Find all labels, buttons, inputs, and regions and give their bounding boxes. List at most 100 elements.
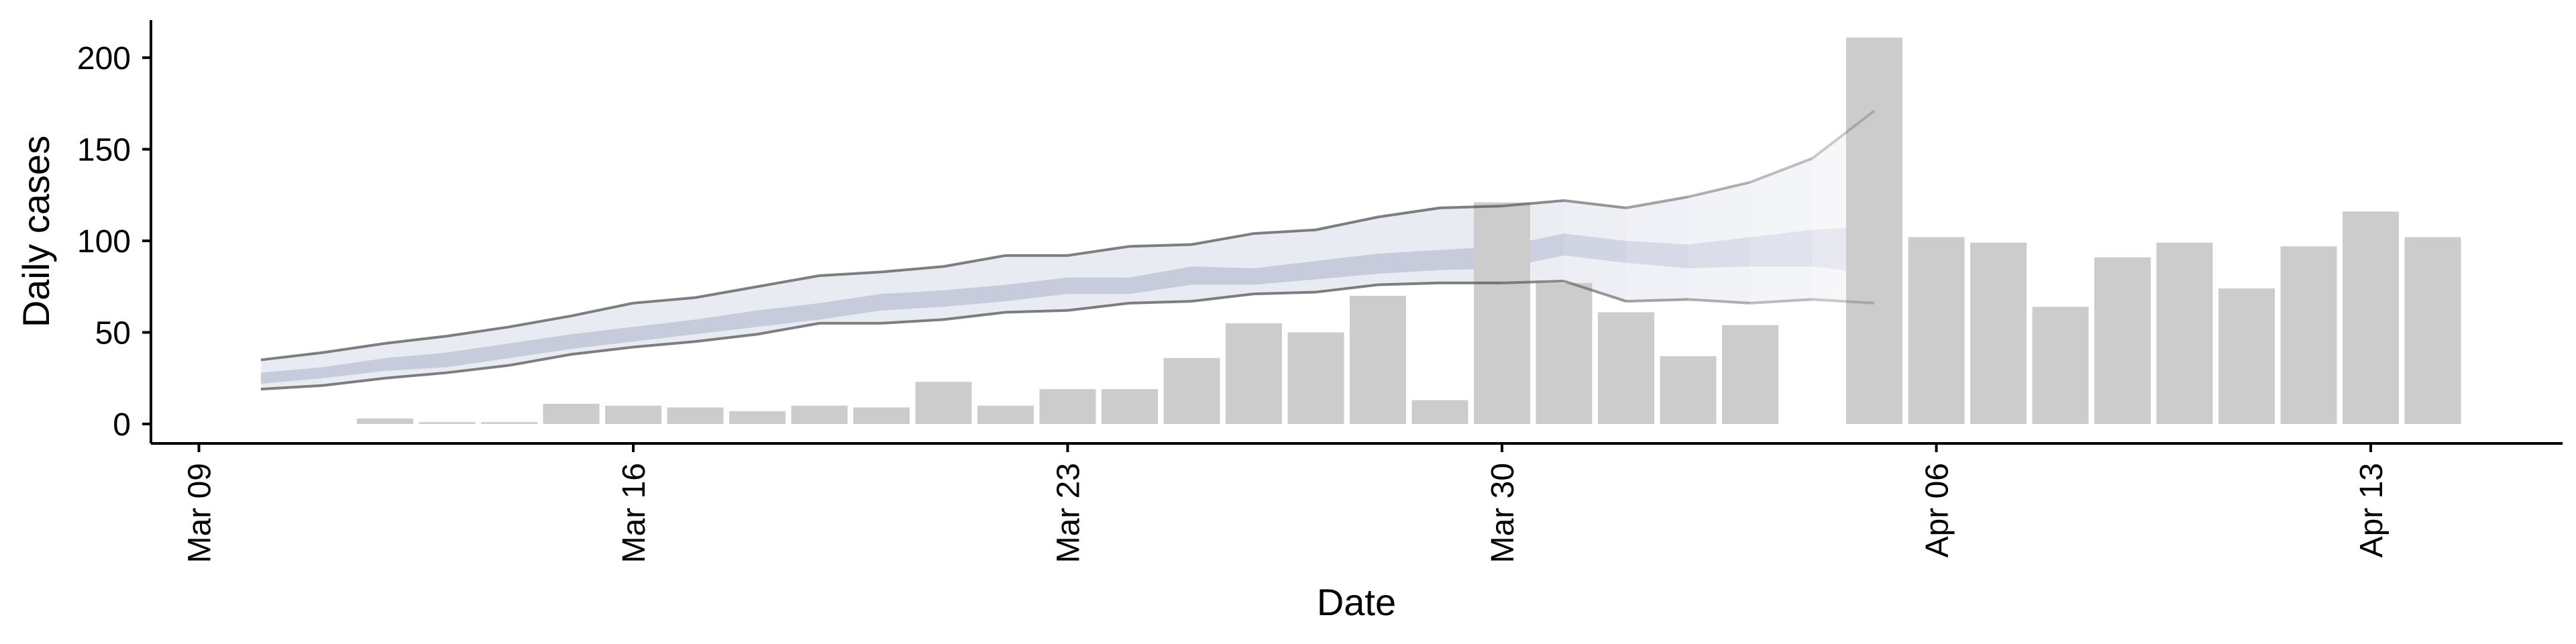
upper-bound-line: [757, 274, 820, 288]
y-tick-label: 200: [77, 41, 131, 76]
inner-band-segment: [1006, 277, 1068, 302]
y-ticks: 0 50 100 150 200: [77, 41, 151, 443]
upper-bound-line: [1129, 243, 1192, 248]
inner-band-segment: [1378, 250, 1440, 274]
lower-bound-line: [447, 364, 510, 374]
lower-bound-line: [508, 353, 572, 367]
outer-band-segment: [261, 352, 323, 390]
bar: [1598, 312, 1654, 424]
y-tick-label: 50: [95, 316, 131, 352]
lower-bound-line: [1750, 298, 1813, 305]
outer-band-segment: [571, 303, 633, 355]
upper-bound-line: [1440, 205, 1503, 209]
upper-bound-line: [633, 296, 696, 305]
inner-band-segment: [323, 358, 385, 378]
outer-band-segment: [757, 275, 820, 335]
outer-band-segment: [1626, 197, 1688, 302]
bar: [1163, 358, 1220, 424]
inner-band-segment: [943, 284, 1006, 307]
bar: [853, 407, 910, 424]
x-tick-label: Apr 06: [1920, 463, 1955, 557]
lower-bound-line: [1191, 292, 1254, 303]
inner-band-segment: [447, 343, 509, 368]
lower-bound-line: [1625, 298, 1688, 303]
band-lines: [260, 109, 1876, 391]
bar: [1287, 332, 1344, 424]
outer-band-segment: [943, 255, 1006, 320]
bars: [357, 38, 2461, 424]
upper-bound-line: [508, 314, 572, 329]
inner-band-segment: [1130, 266, 1192, 294]
upper-bound-line: [1625, 195, 1688, 209]
lower-bound-line: [323, 376, 386, 387]
upper-bound-line: [1564, 199, 1627, 209]
x-tick-label: Mar 23: [1051, 463, 1087, 563]
upper-bound-line: [384, 334, 447, 345]
inner-band-segment: [757, 303, 820, 327]
lower-bound-line: [260, 384, 323, 391]
upper-bound-line: [447, 325, 510, 337]
inner-band-segment: [509, 334, 572, 358]
lower-bound-line: [1563, 280, 1627, 303]
upper-bound-line: [819, 270, 882, 277]
x-tick-label: Apr 13: [2354, 463, 2390, 557]
outer-band-segment: [1378, 207, 1440, 285]
lower-bound-line: [1501, 280, 1564, 284]
outer-band-segment: [509, 315, 572, 366]
bar: [1970, 242, 2027, 424]
bar: [2156, 242, 2213, 424]
outer-band-segment: [1006, 255, 1068, 313]
inner-band-segment: [261, 367, 323, 384]
bar: [729, 411, 786, 424]
outer-band-segment: [1191, 233, 1254, 302]
upper-bound-line: [1688, 180, 1751, 199]
bar: [2094, 257, 2151, 424]
outer-band-segment: [881, 266, 944, 323]
bar: [1660, 356, 1717, 424]
bar: [1908, 237, 1965, 424]
outer-band-segment: [1750, 158, 1813, 303]
bar: [419, 422, 476, 424]
x-ticks: Mar 09 Mar 16 Mar 23 Mar 30 Apr 06 Apr 13: [182, 443, 2390, 563]
bar: [977, 405, 1034, 424]
inner-band-segment: [695, 310, 757, 335]
lower-bound-line: [1812, 298, 1875, 305]
inner-band-segment: [1564, 233, 1626, 263]
upper-bound-line: [1811, 109, 1876, 160]
bar: [2280, 246, 2337, 424]
lower-bound-line: [1316, 283, 1379, 294]
inner-band-segment: [819, 294, 881, 320]
inner-band-segment: [1191, 266, 1254, 285]
inner-band-segment: [1688, 237, 1750, 268]
upper-bound-line: [1253, 228, 1316, 235]
outer-band-segment: [1688, 182, 1750, 303]
lower-bound-line: [881, 318, 944, 325]
outer-band-segment: [447, 327, 509, 373]
upper-bound-line: [323, 341, 386, 354]
inner-band-segment: [1316, 254, 1378, 280]
upper-bound-line: [1750, 157, 1813, 184]
bar: [915, 382, 972, 424]
bar: [2343, 211, 2399, 424]
upper-bound-line: [881, 265, 944, 274]
upper-bound-line: [1067, 245, 1130, 257]
inner-band-segment: [633, 319, 696, 342]
bar: [1846, 38, 1902, 424]
lower-bound-line: [943, 311, 1006, 321]
outer-band-segment: [1130, 244, 1192, 303]
bar: [2032, 307, 2089, 424]
bar: [2218, 288, 2275, 424]
y-tick-label: 0: [113, 407, 131, 443]
lower-bound-line: [384, 371, 447, 380]
x-tick-label: Mar 16: [616, 463, 652, 563]
inner-band-segment: [1067, 277, 1130, 294]
outer-band-segment: [1316, 217, 1378, 292]
outer-band-segment: [633, 297, 696, 347]
upper-bound-line: [1191, 232, 1254, 246]
inner-band-segment: [881, 290, 944, 311]
bar: [1722, 325, 1778, 424]
bar: [667, 407, 724, 424]
y-axis-title: Daily cases: [15, 136, 57, 327]
bar: [605, 405, 661, 424]
inner-band-segment: [1750, 229, 1813, 267]
